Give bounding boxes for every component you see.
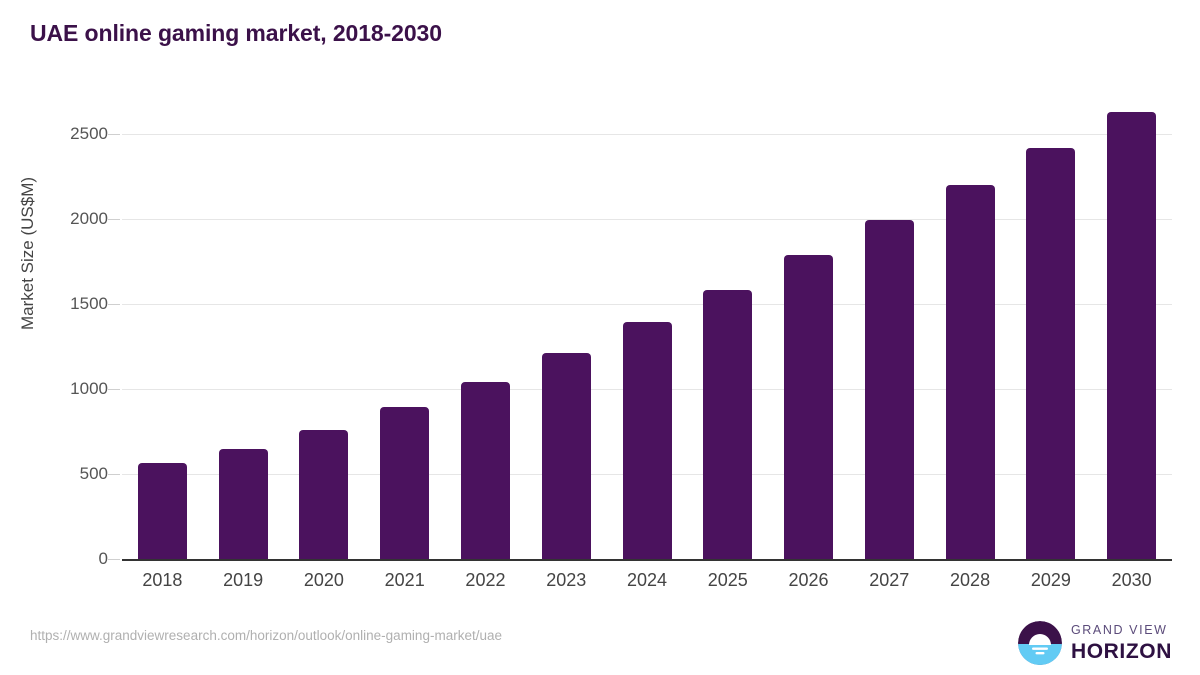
bar[interactable] [784, 255, 834, 559]
y-tick-label: 1500 [70, 294, 108, 313]
gridline [122, 219, 1172, 220]
x-tick-label: 2019 [223, 570, 264, 590]
bar[interactable] [460, 382, 510, 559]
x-tick-label: 2024 [626, 570, 668, 590]
bar[interactable] [137, 462, 187, 559]
x-tick-label: 2028 [950, 570, 991, 590]
x-tick-label: 2021 [384, 570, 425, 590]
x-tick-label: 2030 [1111, 570, 1152, 590]
gridline [122, 134, 1172, 135]
logo-line-2: HORIZON [1070, 639, 1172, 663]
plot-area: 0 500 1000 1500 2000 2500 2018 2019 2020 2021 202… [70, 100, 1172, 590]
bar[interactable] [299, 429, 349, 559]
y-tick-label: 2000 [70, 209, 108, 228]
x-tick-label: 2026 [788, 570, 829, 590]
bar[interactable] [622, 321, 672, 559]
x-tick-label: 2027 [869, 570, 910, 590]
y-tick-mark [108, 219, 120, 220]
logo-line-1: GRAND VIEW [1070, 623, 1168, 638]
y-tick-label: 0 [98, 549, 108, 568]
bar[interactable] [945, 185, 995, 559]
bar[interactable] [218, 449, 268, 559]
y-tick-mark [108, 559, 120, 560]
y-tick-mark [108, 134, 120, 135]
x-tick-label: 2025 [707, 570, 748, 590]
bar[interactable] [703, 289, 753, 559]
source-url[interactable]: https://www.grandviewresearch.com/horizo… [30, 628, 502, 643]
bar[interactable] [864, 220, 914, 559]
x-tick-label: 2018 [142, 570, 183, 590]
bar[interactable] [380, 406, 430, 559]
y-tick-label: 500 [79, 464, 108, 483]
y-tick-mark [108, 304, 120, 305]
x-axis-line [122, 559, 1172, 561]
bar[interactable] [1107, 111, 1157, 559]
grand-view-horizon-logo: GRAND VIEW HORIZON [1017, 620, 1172, 666]
y-tick-mark [108, 474, 120, 475]
logo-wordmark: GRAND VIEW HORIZON [1071, 624, 1172, 662]
y-tick-mark [108, 389, 120, 390]
x-tick-label: 2029 [1030, 570, 1071, 590]
x-tick-label: 2022 [465, 570, 506, 590]
gridline [122, 304, 1172, 305]
bar[interactable] [1026, 148, 1076, 559]
y-tick-label: 1000 [70, 379, 108, 398]
y-tick-label: 2500 [70, 124, 108, 143]
x-tick-label: 2020 [303, 570, 344, 590]
page-title: UAE online gaming market, 2018-2030 [30, 20, 442, 46]
sunrise-circle-icon [1017, 621, 1062, 665]
bar[interactable] [541, 352, 591, 559]
x-tick-label: 2023 [546, 570, 587, 590]
